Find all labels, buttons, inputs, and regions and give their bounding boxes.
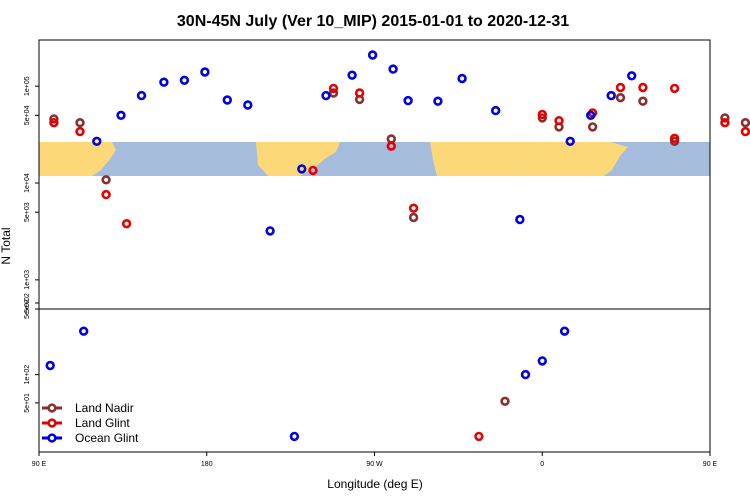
x-tick-label: 90 E <box>703 461 718 468</box>
data-point-land-nadir <box>328 88 339 98</box>
legend-item-land-nadir: Land Nadir <box>42 401 134 415</box>
map-strip <box>39 142 710 176</box>
data-point-ocean-glint <box>321 90 331 101</box>
data-point-ocean-glint <box>200 67 210 77</box>
data-point-ocean-glint <box>45 360 55 371</box>
data-point-ocean-glint <box>537 356 547 366</box>
data-point-ocean-glint <box>159 77 169 87</box>
data-point-ocean-glint <box>520 369 531 380</box>
data-point-land-glint <box>615 82 626 93</box>
upper-y-tick-label: 5e+02 <box>24 293 31 313</box>
data-point-land-glint <box>669 133 680 144</box>
data-point-ocean-glint <box>347 70 357 80</box>
data-point-land-glint <box>49 117 59 128</box>
data-point-land-glint <box>75 126 85 137</box>
data-point-land-glint <box>308 165 318 176</box>
data-point-land-nadir <box>537 113 547 123</box>
data-point-land-nadir <box>587 122 598 132</box>
data-point-ocean-glint <box>491 105 501 116</box>
upper-y-tick-label: 1e+03 <box>24 270 31 290</box>
data-point-ocean-glint <box>78 326 89 336</box>
data-point-land-glint <box>720 117 730 128</box>
upper-y-ticks: 1e+03 5e+03 1e+04 5e+04 1e+05 5e+02 <box>24 76 39 313</box>
data-point-land-nadir <box>638 96 648 106</box>
data-point-ocean-glint <box>565 136 575 147</box>
legend: Land Nadir Land Glint Ocean Glint <box>42 401 139 445</box>
data-point-land-glint <box>638 82 648 93</box>
data-point-land-nadir <box>386 134 396 144</box>
legend-label-ocean-glint: Ocean Glint <box>75 431 139 445</box>
data-point-land-glint <box>354 88 365 98</box>
lower-y-tick-label: 5e+01 <box>24 393 31 413</box>
data-point-land-glint <box>101 189 111 200</box>
data-point-land-glint <box>669 83 680 94</box>
x-axis-label: Longitude (deg E) <box>327 477 422 491</box>
plot-frame <box>38 39 711 453</box>
data-point-ocean-glint <box>433 96 443 106</box>
chart-title: 30N-45N July (Ver 10_MIP) 2015-01-01 to … <box>177 13 569 30</box>
data-point-land-glint <box>554 115 564 126</box>
x-tick-label: 0 <box>540 461 544 468</box>
data-point-ocean-glint <box>403 95 413 106</box>
x-tick-label: 180 <box>201 461 213 468</box>
data-point-ocean-glint <box>116 110 126 121</box>
upper-y-tick-label: 1e+05 <box>24 76 31 96</box>
data-point-ocean-glint <box>289 431 300 442</box>
data-point-land-nadir <box>740 118 750 128</box>
data-point-land-nadir <box>720 113 730 123</box>
legend-marker-land-nadir <box>47 403 57 413</box>
legend-label-land-glint: Land Glint <box>75 416 130 430</box>
x-tick-label: 90 W <box>366 461 383 468</box>
data-point-land-nadir <box>615 92 626 103</box>
data-point-ocean-glint <box>585 110 596 121</box>
lower-y-ticks: 5e+01 1e+02 5e+02 <box>24 299 39 413</box>
data-point-ocean-glint <box>559 326 570 336</box>
data-point-ocean-glint <box>297 164 307 174</box>
lower-y-tick-label: 1e+02 <box>24 365 31 385</box>
data-point-land-glint <box>121 219 132 229</box>
data-point-land-glint <box>740 126 750 137</box>
data-point-land-nadir <box>500 396 510 406</box>
map-land-asia-repeat <box>506 142 628 176</box>
legend-item-land-glint: Land Glint <box>42 416 130 430</box>
data-point-ocean-glint <box>626 71 637 81</box>
data-point-ocean-glint <box>92 136 102 147</box>
data-point-land-nadir <box>49 114 59 124</box>
map-land-north-america <box>256 142 340 176</box>
data-point-land-glint <box>408 203 419 213</box>
data-points <box>45 50 750 442</box>
upper-y-tick-label: 5e+03 <box>24 202 31 222</box>
data-point-land-nadir <box>101 175 111 185</box>
data-point-ocean-glint <box>243 100 253 110</box>
y-axis-label: N Total <box>0 227 13 264</box>
data-point-land-nadir <box>75 117 85 128</box>
legend-marker-land-glint <box>47 418 57 428</box>
data-point-land-glint <box>386 141 396 151</box>
data-point-land-glint <box>328 83 339 94</box>
data-point-ocean-glint <box>265 226 275 236</box>
legend-marker-ocean-glint <box>47 433 57 443</box>
data-point-ocean-glint <box>388 64 398 74</box>
map-land-asia <box>39 142 116 176</box>
upper-y-tick-label: 1e+04 <box>24 173 31 193</box>
data-point-land-glint <box>474 431 484 442</box>
data-point-ocean-glint <box>457 73 467 84</box>
data-point-ocean-glint <box>222 95 233 105</box>
data-point-ocean-glint <box>136 90 147 101</box>
x-ticks: 90 E 180 90 W 0 90 E <box>32 452 718 468</box>
data-point-ocean-glint <box>515 214 525 225</box>
data-point-ocean-glint <box>606 90 616 101</box>
upper-y-tick-label: 5e+04 <box>24 105 31 125</box>
x-tick-label: 90 E <box>32 461 47 468</box>
data-point-ocean-glint <box>367 50 378 60</box>
data-point-land-glint <box>537 109 547 120</box>
legend-item-ocean-glint: Ocean Glint <box>42 431 139 445</box>
lower-y-tick-label: 5e+02 <box>24 299 31 319</box>
legend-label-land-nadir: Land Nadir <box>75 401 134 415</box>
map-land-europe-africa <box>430 142 532 176</box>
data-point-land-nadir <box>408 212 419 223</box>
data-point-ocean-glint <box>179 75 190 86</box>
